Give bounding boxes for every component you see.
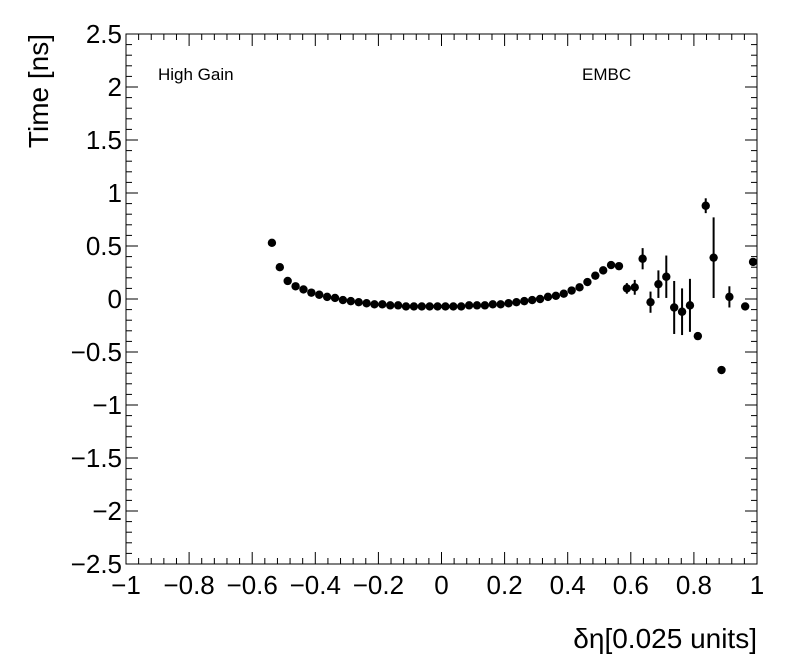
data-point bbox=[748, 257, 758, 267]
x-tick-label: −0.4 bbox=[290, 570, 341, 600]
data-point bbox=[354, 297, 363, 307]
data-point bbox=[591, 271, 600, 280]
data-point bbox=[472, 301, 482, 310]
data-point bbox=[464, 301, 474, 310]
data-point bbox=[330, 293, 340, 303]
y-tick-label: −2.5 bbox=[71, 549, 122, 579]
data-point bbox=[417, 302, 426, 311]
data-point bbox=[583, 277, 592, 287]
axis-ticks: −1 −0.8 −0.6 −0.4 −0.2 0 0.2 0.4 0.6 0.8 1 −2.5 −2 −1… bbox=[71, 19, 765, 600]
data-point bbox=[614, 261, 624, 271]
data-point bbox=[315, 290, 324, 299]
data-point bbox=[488, 300, 497, 309]
x-tick-label: 0.8 bbox=[676, 570, 712, 600]
data-point bbox=[283, 276, 292, 286]
x-tick-label: 0.6 bbox=[613, 570, 649, 600]
data-point bbox=[575, 283, 584, 292]
plot-frame bbox=[125, 33, 758, 565]
data-point bbox=[646, 297, 655, 307]
data-point bbox=[740, 302, 750, 311]
data-point bbox=[425, 302, 434, 311]
y-tick-label: 1 bbox=[108, 178, 122, 208]
x-tick-label: 0.2 bbox=[487, 570, 523, 600]
y-tick-label: 2.5 bbox=[86, 19, 122, 49]
y-tick-label: 0.5 bbox=[86, 231, 122, 261]
data-point bbox=[709, 253, 718, 262]
data-point bbox=[480, 301, 490, 310]
data-point bbox=[693, 331, 703, 341]
data-point bbox=[378, 300, 387, 309]
data-point bbox=[669, 303, 679, 312]
x-tick-label: −1 bbox=[111, 570, 141, 600]
x-tick-label: 0.4 bbox=[550, 570, 586, 600]
y-tick-label: −0.5 bbox=[71, 337, 122, 367]
data-point bbox=[267, 238, 277, 248]
data-point bbox=[433, 302, 442, 311]
data-point bbox=[685, 301, 695, 310]
data-point bbox=[449, 302, 458, 311]
data-point bbox=[338, 295, 348, 305]
y-tick-label: 1.5 bbox=[86, 125, 122, 155]
data-point bbox=[598, 266, 608, 275]
data-point bbox=[370, 300, 379, 309]
data-point bbox=[677, 307, 687, 316]
data-point bbox=[322, 292, 332, 302]
data-point bbox=[654, 279, 663, 289]
data-point bbox=[543, 292, 553, 302]
data-point bbox=[362, 299, 371, 308]
y-tick-label: −1.5 bbox=[71, 443, 122, 473]
data-point bbox=[535, 294, 545, 304]
data-point bbox=[725, 292, 734, 302]
data-point bbox=[520, 296, 529, 306]
x-axis-label: δη[0.025 units] bbox=[573, 623, 757, 654]
data-point bbox=[551, 291, 561, 301]
data-point bbox=[386, 301, 395, 310]
data-point bbox=[409, 302, 419, 311]
y-tick-label: −1 bbox=[92, 390, 122, 420]
annotation-high-gain: High Gain bbox=[158, 65, 234, 84]
data-point bbox=[401, 302, 411, 311]
annotation-embc: EMBC bbox=[582, 65, 631, 84]
x-tick-label: −0.6 bbox=[227, 570, 278, 600]
data-point bbox=[512, 297, 521, 307]
x-tick-label: −0.8 bbox=[163, 570, 214, 600]
data-point bbox=[291, 282, 300, 291]
data-point bbox=[662, 272, 671, 281]
data-point bbox=[717, 365, 726, 375]
data-point bbox=[528, 295, 537, 305]
data-point bbox=[393, 301, 403, 310]
data-point bbox=[622, 284, 632, 293]
x-tick-label: −0.2 bbox=[353, 570, 404, 600]
data-point bbox=[606, 260, 616, 270]
data-point bbox=[567, 286, 576, 295]
data-point bbox=[299, 285, 308, 294]
y-axis-label: Time [ns] bbox=[23, 34, 54, 148]
data-point bbox=[275, 263, 285, 272]
y-tick-label: −2 bbox=[92, 496, 122, 526]
y-tick-label: 2 bbox=[108, 72, 122, 102]
data-point bbox=[441, 302, 450, 311]
data-point bbox=[496, 300, 505, 309]
data-point bbox=[457, 302, 466, 311]
x-tick-label: 0 bbox=[434, 570, 448, 600]
data-point bbox=[559, 289, 568, 298]
data-point bbox=[638, 254, 647, 263]
y-tick-label: 0 bbox=[108, 284, 122, 314]
data-point bbox=[504, 299, 513, 308]
data-point bbox=[701, 201, 710, 210]
x-tick-label: 1 bbox=[750, 570, 764, 600]
data-point bbox=[307, 288, 316, 297]
data-points bbox=[267, 198, 758, 375]
data-point bbox=[630, 283, 639, 292]
data-point bbox=[346, 296, 355, 306]
